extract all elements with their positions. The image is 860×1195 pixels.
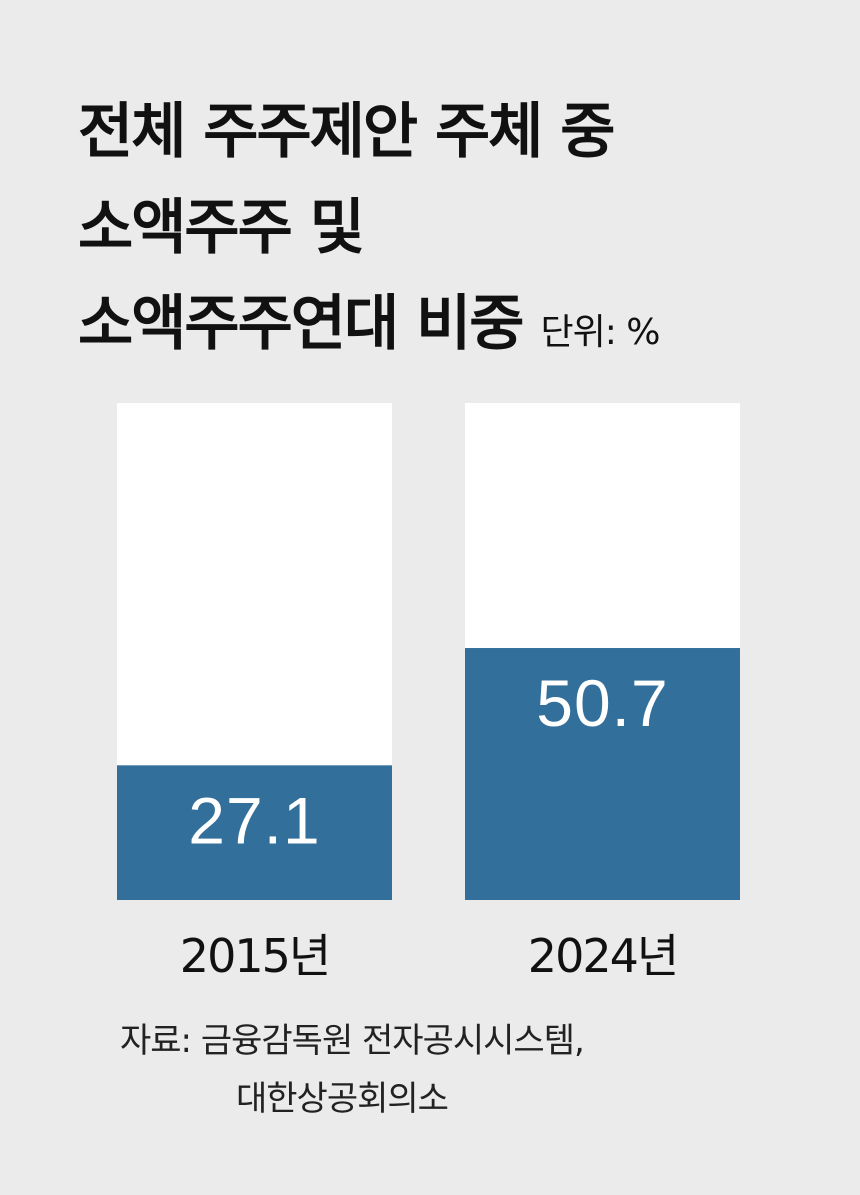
data-label-0: 27.1	[188, 783, 320, 857]
source-line-2: 대한상공회의소	[236, 1079, 449, 1119]
bar-value-0	[117, 765, 392, 900]
chart-title: 전체 주주제안 주체 중 소액주주 및 소액주주연대 비중 단위: %	[78, 84, 838, 381]
source-line-1: 자료: 금융감독원 전자공시시스템,	[120, 1021, 585, 1061]
unit-label: 단위: %	[540, 312, 661, 353]
x-tick-label-1: 2024년	[528, 929, 677, 983]
x-tick-label-0: 2015년	[180, 929, 329, 983]
data-label-1: 50.7	[536, 666, 668, 740]
title-line-3-text: 소액주주연대 비중	[78, 289, 524, 359]
source-note: 자료: 금융감독원 전자공시시스템, 대한상공회의소	[120, 1012, 585, 1128]
bar-value-1	[465, 648, 740, 900]
title-line-2: 소액주주 및	[78, 193, 365, 263]
title-line-1: 전체 주주제안 주체 중	[78, 97, 615, 167]
title-line-3: 소액주주연대 비중 단위: %	[78, 276, 838, 381]
